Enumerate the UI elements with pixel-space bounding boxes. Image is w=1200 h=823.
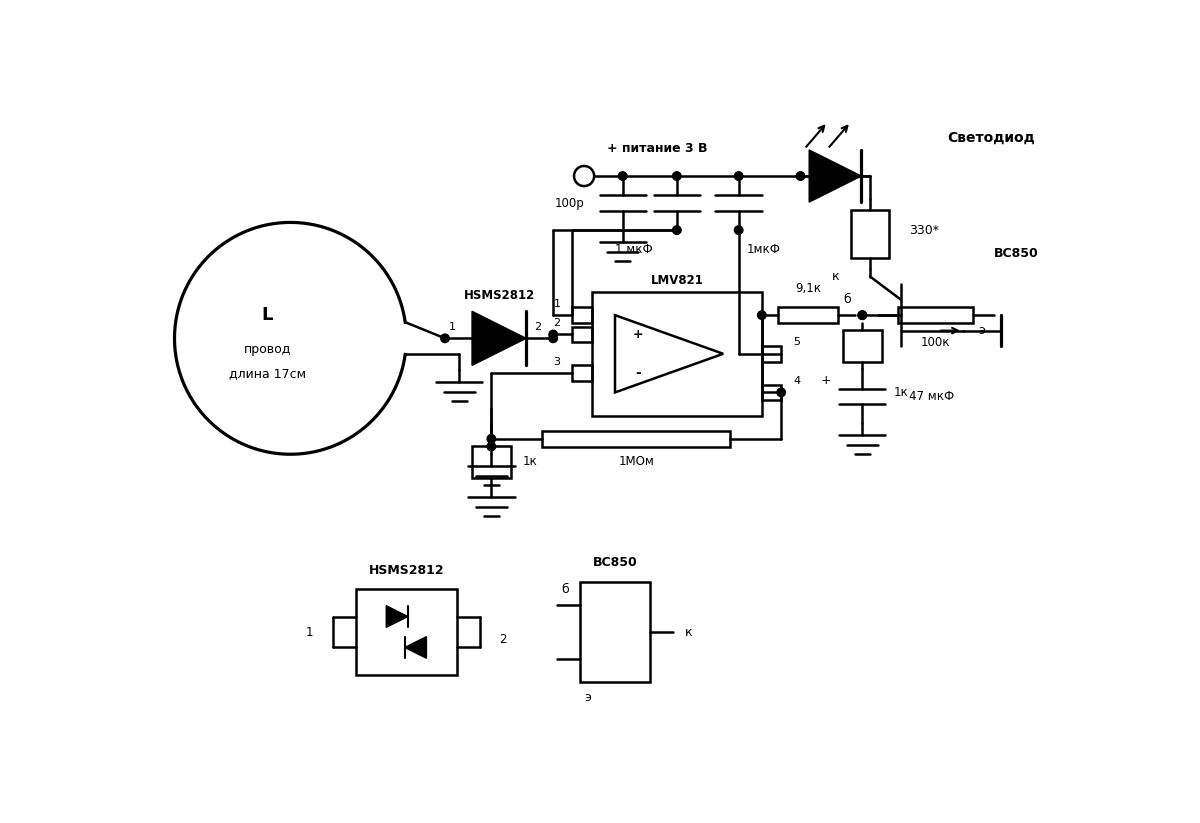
Bar <box>898 308 973 323</box>
Text: 1: 1 <box>553 299 560 309</box>
Circle shape <box>618 172 626 180</box>
Circle shape <box>776 388 786 397</box>
Bar <box>572 365 592 381</box>
Text: б: б <box>842 293 851 306</box>
Polygon shape <box>404 637 426 658</box>
Text: +: + <box>632 328 643 341</box>
Text: э: э <box>584 691 592 704</box>
Text: +: + <box>821 374 832 388</box>
Circle shape <box>672 172 682 180</box>
Text: BC850: BC850 <box>994 247 1038 260</box>
Text: 1к: 1к <box>893 386 908 399</box>
Text: 2: 2 <box>499 633 506 646</box>
Text: 2: 2 <box>553 318 560 328</box>
Text: б: б <box>560 583 569 596</box>
Text: 9,1к: 9,1к <box>796 281 821 295</box>
Bar <box>762 384 781 400</box>
Polygon shape <box>386 606 408 627</box>
Text: к: к <box>832 270 839 283</box>
Text: 100к: 100к <box>920 336 950 349</box>
Text: L: L <box>262 306 272 324</box>
Bar <box>778 308 839 323</box>
Text: длина 17см: длина 17см <box>229 366 306 379</box>
Circle shape <box>672 226 682 235</box>
Circle shape <box>487 442 496 451</box>
Circle shape <box>487 435 496 443</box>
Text: -: - <box>635 366 641 380</box>
Text: 4: 4 <box>793 376 800 386</box>
Text: провод: провод <box>244 343 290 356</box>
Text: 330*: 330* <box>908 224 938 237</box>
Bar <box>581 582 649 682</box>
Text: 2: 2 <box>534 322 541 332</box>
Bar <box>572 327 592 342</box>
Text: 1МОм: 1МОм <box>618 455 654 468</box>
Circle shape <box>858 311 866 319</box>
Circle shape <box>757 311 766 319</box>
Bar <box>842 330 882 362</box>
Bar <box>356 589 456 675</box>
Circle shape <box>440 334 449 342</box>
Text: LMV821: LMV821 <box>650 274 703 287</box>
Bar <box>851 210 889 258</box>
Text: 5: 5 <box>793 337 800 347</box>
Text: HSMS2812: HSMS2812 <box>463 290 535 302</box>
Text: 1к: 1к <box>522 455 538 468</box>
Text: 1: 1 <box>449 322 456 332</box>
Circle shape <box>734 226 743 235</box>
Bar <box>542 431 731 447</box>
Circle shape <box>734 172 743 180</box>
Circle shape <box>548 330 558 339</box>
Text: 100р: 100р <box>554 197 584 210</box>
Text: BC850: BC850 <box>593 556 637 569</box>
Bar <box>762 346 781 361</box>
Text: 47 мкФ: 47 мкФ <box>908 390 954 402</box>
Text: 1мкФ: 1мкФ <box>746 243 780 256</box>
Text: к: к <box>684 625 692 639</box>
Bar <box>472 446 511 478</box>
Text: 1 мкФ: 1 мкФ <box>616 243 653 256</box>
Polygon shape <box>809 150 862 202</box>
Circle shape <box>797 172 805 180</box>
Text: 1: 1 <box>306 625 313 639</box>
Text: + питание 3 В: + питание 3 В <box>607 142 708 156</box>
Bar <box>592 292 762 416</box>
Circle shape <box>858 311 866 319</box>
Polygon shape <box>472 311 526 365</box>
Text: 3: 3 <box>553 356 560 366</box>
Text: HSMS2812: HSMS2812 <box>368 564 444 577</box>
Circle shape <box>548 334 558 342</box>
Bar <box>572 308 592 323</box>
Text: э: э <box>978 324 985 337</box>
Text: Светодиод: Светодиод <box>947 130 1036 144</box>
